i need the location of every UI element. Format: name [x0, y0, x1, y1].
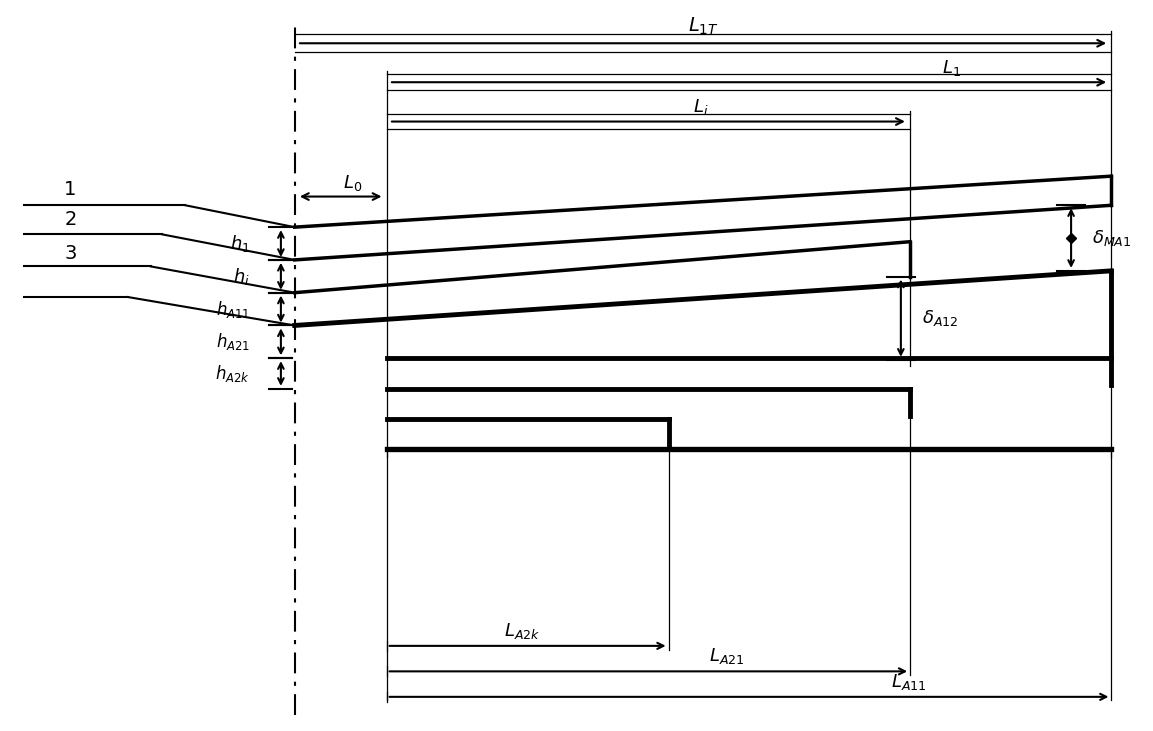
Text: $h_{A11}$: $h_{A11}$ — [216, 298, 250, 319]
Text: 1: 1 — [65, 180, 76, 199]
Text: $L_{A11}$: $L_{A11}$ — [890, 672, 926, 692]
Text: $h_{A21}$: $h_{A21}$ — [216, 331, 250, 352]
Text: 2: 2 — [65, 211, 76, 230]
Text: $L_{1T}$: $L_{1T}$ — [687, 16, 718, 37]
Text: $\delta_{MA1}$: $\delta_{MA1}$ — [1092, 228, 1131, 248]
Text: $h_i$: $h_i$ — [233, 266, 250, 287]
Text: $L_{A21}$: $L_{A21}$ — [709, 646, 745, 666]
Text: $L_{A2k}$: $L_{A2k}$ — [504, 621, 540, 641]
Text: $L_1$: $L_1$ — [942, 58, 962, 78]
Text: $L_0$: $L_0$ — [342, 173, 362, 193]
Text: $L_i$: $L_i$ — [693, 97, 708, 117]
Text: 3: 3 — [65, 244, 76, 263]
Text: $h_1$: $h_1$ — [229, 233, 250, 254]
Text: $h_{A2k}$: $h_{A2k}$ — [214, 363, 250, 384]
Text: $\delta_{A12}$: $\delta_{A12}$ — [921, 308, 958, 328]
